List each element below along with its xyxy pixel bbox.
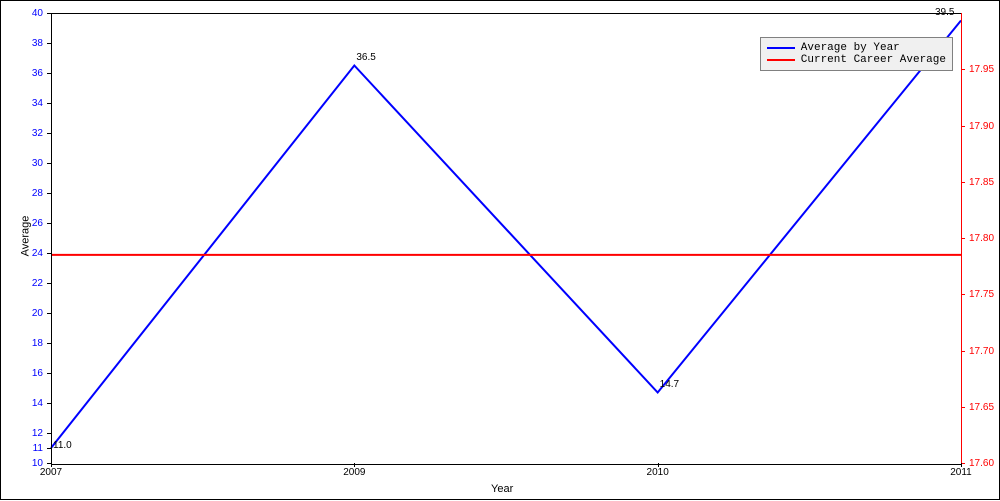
y2-tick-label: 17.75: [969, 289, 994, 300]
legend: Average by Year Current Career Average: [760, 37, 953, 71]
y2-tick-label: 17.85: [969, 177, 994, 188]
data-point-label: 39.5: [935, 7, 954, 18]
y2-tick-label: 17.90: [969, 121, 994, 132]
y-axis-label: Average: [19, 216, 31, 257]
y1-tick-label: 30: [32, 158, 43, 169]
y1-tick-label: 28: [32, 188, 43, 199]
chart-lines: [1, 1, 1000, 501]
legend-swatch-0: [767, 47, 795, 49]
legend-item-0: Average by Year: [767, 42, 946, 54]
y1-tick-label: 26: [32, 218, 43, 229]
x-tick-label: 2011: [946, 467, 976, 478]
y1-tick-label: 40: [32, 8, 43, 19]
x-axis-label: Year: [491, 483, 513, 495]
y1-tick-label: 20: [32, 308, 43, 319]
chart-container: Average by Year Current Career Average A…: [0, 0, 1000, 500]
legend-label-0: Average by Year: [801, 42, 900, 54]
y2-tick-label: 17.80: [969, 233, 994, 244]
y1-tick-label: 36: [32, 68, 43, 79]
x-tick-label: 2010: [643, 467, 673, 478]
data-point-label: 14.7: [660, 379, 679, 390]
data-point-label: 11.0: [53, 440, 72, 451]
y2-tick-label: 17.95: [969, 64, 994, 75]
y1-tick-label: 22: [32, 278, 43, 289]
x-tick-label: 2007: [36, 467, 66, 478]
y1-tick-label: 14: [32, 398, 43, 409]
y1-tick-label: 16: [32, 368, 43, 379]
data-point-label: 36.5: [356, 52, 375, 63]
y1-tick-label: 11: [33, 443, 43, 454]
y2-tick-label: 17.70: [969, 346, 994, 357]
y1-tick-label: 24: [32, 248, 43, 259]
y1-tick-label: 34: [32, 98, 43, 109]
y1-tick-label: 38: [32, 38, 43, 49]
y1-tick-label: 32: [32, 128, 43, 139]
y1-tick-label: 12: [32, 428, 43, 439]
y2-tick-label: 17.65: [969, 402, 994, 413]
legend-label-1: Current Career Average: [801, 54, 946, 66]
y1-tick-label: 18: [32, 338, 43, 349]
legend-item-1: Current Career Average: [767, 54, 946, 66]
x-tick-label: 2009: [339, 467, 369, 478]
series-line-0: [51, 21, 961, 449]
legend-swatch-1: [767, 59, 795, 61]
